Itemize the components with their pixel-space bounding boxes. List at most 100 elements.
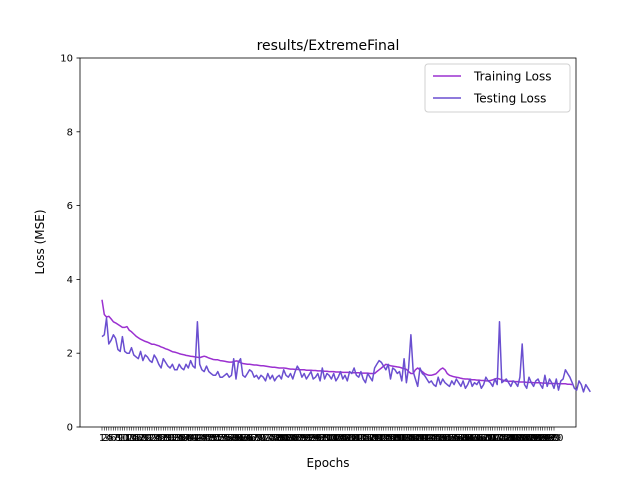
x-tick-label: 119: [360, 433, 379, 444]
x-tick-label: 6: [110, 433, 116, 444]
plot-frame: [79, 57, 577, 428]
x-tick-label: 28: [157, 433, 170, 444]
x-tick-label: 184: [508, 433, 527, 444]
x-tick-label: 92: [302, 433, 315, 444]
x-tick-label: 27: [155, 433, 168, 444]
x-tick-label: 50: [207, 433, 220, 444]
x-tick-label: 122: [367, 433, 386, 444]
x-tick-label: 59: [227, 433, 240, 444]
x-tick-label: 192: [526, 433, 545, 444]
x-tick-label: 22: [143, 433, 156, 444]
x-tick-label: 61: [232, 433, 245, 444]
x-tick-label: 51: [209, 433, 222, 444]
chart-title: results/ExtremeFinal: [257, 38, 400, 54]
x-tick-label: 94: [307, 433, 320, 444]
x-tick-label: 170: [476, 433, 495, 444]
x-tick-label: 196: [535, 433, 554, 444]
x-tick-label: 70: [252, 433, 265, 444]
x-tick-label: 46: [198, 433, 211, 444]
x-tick-label: 193: [529, 433, 548, 444]
x-tick-label: 130: [385, 433, 404, 444]
x-tick-label: 67: [246, 433, 259, 444]
y-tick-label: 6: [67, 201, 73, 212]
x-tick-label: 107: [333, 433, 352, 444]
x-tick-label: 126: [376, 433, 395, 444]
x-tick-label: 105: [329, 433, 348, 444]
x-tick-label: 117: [356, 433, 375, 444]
x-tick-label: 155: [442, 433, 461, 444]
x-tick-label: 65: [241, 433, 254, 444]
x-tick-label: 85: [286, 433, 299, 444]
x-tick-label: 108: [335, 433, 354, 444]
x-tick-label: 36: [175, 433, 188, 444]
x-tick-label: 91: [300, 433, 313, 444]
x-tick-label: 32: [166, 433, 179, 444]
x-tick-label: 149: [429, 433, 448, 444]
x-tick-label: 78: [271, 433, 284, 444]
legend: Training Loss Testing Loss: [424, 63, 571, 113]
x-tick-label: 21: [141, 433, 154, 444]
x-tick-label: 162: [458, 433, 477, 444]
x-tick-label: 101: [320, 433, 339, 444]
x-tick-label: 171: [479, 433, 498, 444]
y-axis-label: Loss (MSE): [33, 209, 47, 274]
x-tick-label: 175: [488, 433, 507, 444]
x-tick-label: 66: [243, 433, 256, 444]
x-tick-label: 139: [406, 433, 425, 444]
series-line-0: [101, 299, 573, 386]
x-tick-label: 23: [146, 433, 159, 444]
x-tick-label: 16: [130, 433, 143, 444]
x-tick-label: 64: [239, 433, 252, 444]
x-tick-label: 77: [268, 433, 281, 444]
x-tick-label: 95: [309, 433, 322, 444]
x-tick-label: 129: [383, 433, 402, 444]
x-tick-label: 39: [182, 433, 195, 444]
x-tick-label: 37: [177, 433, 190, 444]
x-tick-label: 49: [205, 433, 218, 444]
x-tick-label: 80: [275, 433, 288, 444]
x-tick-label: 127: [379, 433, 398, 444]
x-tick-label: 89: [296, 433, 309, 444]
x-tick-label: 10: [116, 433, 129, 444]
x-tick-label: 172: [481, 433, 500, 444]
series-layer: [101, 299, 591, 393]
x-tick-label: 146: [422, 433, 441, 444]
x-tick-label: 73: [259, 433, 272, 444]
x-tick-label: 38: [180, 433, 193, 444]
x-tick-label: 142: [413, 433, 432, 444]
x-tick-label: 167: [469, 433, 488, 444]
x-tick-label: 197: [538, 433, 557, 444]
x-tick-label: 138: [404, 433, 423, 444]
x-tick-label: 178: [494, 433, 513, 444]
x-axis-ticks: 1234567891011121314151617181920212223242…: [99, 427, 564, 444]
y-tick-label: 4: [67, 275, 73, 286]
x-tick-label: 187: [515, 433, 534, 444]
x-tick-label: 145: [420, 433, 439, 444]
x-tick-label: 156: [445, 433, 464, 444]
x-tick-label: 53: [214, 433, 227, 444]
x-tick-label: 76: [266, 433, 279, 444]
x-tick-label: 30: [162, 433, 175, 444]
x-tick-label: 153: [438, 433, 457, 444]
x-tick-label: 31: [164, 433, 177, 444]
x-tick-label: 11: [118, 433, 131, 444]
x-tick-label: 124: [372, 433, 391, 444]
x-tick-label: 84: [284, 433, 297, 444]
x-tick-label: 154: [440, 433, 459, 444]
x-tick-label: 159: [451, 433, 470, 444]
x-tick-label: 150: [431, 433, 450, 444]
x-tick-label: 90: [298, 433, 311, 444]
y-tick-label: 8: [67, 127, 73, 138]
x-tick-label: 79: [273, 433, 286, 444]
x-tick-label: 174: [485, 433, 504, 444]
x-tick-label: 86: [289, 433, 302, 444]
x-tick-label: 111: [342, 433, 361, 444]
x-tick-label: 168: [472, 433, 491, 444]
x-tick-label: 189: [519, 433, 538, 444]
x-tick-label: 198: [540, 433, 559, 444]
x-tick-label: 118: [358, 433, 377, 444]
x-tick-label: 128: [381, 433, 400, 444]
x-tick-label: 173: [483, 433, 502, 444]
x-tick-label: 20: [139, 433, 152, 444]
